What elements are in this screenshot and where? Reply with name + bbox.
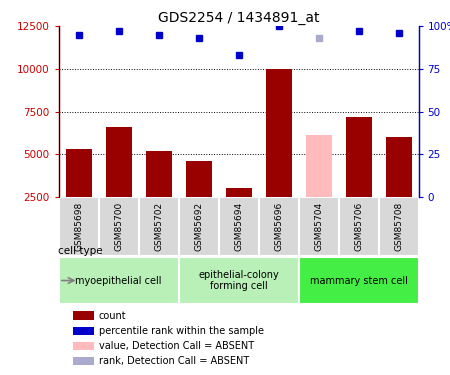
- Bar: [266, 69, 292, 197]
- Bar: [346, 117, 372, 197]
- Text: GSM85706: GSM85706: [354, 202, 363, 251]
- Bar: [139, 197, 179, 256]
- Text: GSM85702: GSM85702: [154, 202, 163, 251]
- Text: epithelial-colony
forming cell: epithelial-colony forming cell: [198, 270, 279, 291]
- Bar: [338, 197, 378, 256]
- Bar: [58, 197, 99, 256]
- Bar: [258, 197, 298, 256]
- Bar: [179, 257, 298, 304]
- Text: GSM85708: GSM85708: [394, 202, 403, 251]
- Text: mammary stem cell: mammary stem cell: [310, 276, 407, 285]
- Bar: [99, 197, 139, 256]
- Text: GSM85696: GSM85696: [274, 202, 283, 251]
- Bar: [298, 257, 418, 304]
- Text: cell type: cell type: [58, 246, 102, 255]
- Bar: [298, 197, 338, 256]
- Bar: [73, 357, 94, 365]
- Text: GSM85704: GSM85704: [314, 202, 323, 251]
- Text: value, Detection Call = ABSENT: value, Detection Call = ABSENT: [99, 341, 254, 351]
- Text: GSM85692: GSM85692: [194, 202, 203, 251]
- Title: GDS2254 / 1434891_at: GDS2254 / 1434891_at: [158, 11, 319, 25]
- Text: GSM85698: GSM85698: [74, 202, 83, 251]
- Bar: [386, 137, 411, 197]
- Bar: [66, 149, 91, 197]
- Bar: [58, 257, 179, 304]
- Bar: [73, 342, 94, 350]
- Text: myoepithelial cell: myoepithelial cell: [75, 276, 162, 285]
- Text: rank, Detection Call = ABSENT: rank, Detection Call = ABSENT: [99, 356, 249, 366]
- Bar: [185, 161, 211, 197]
- Bar: [306, 135, 332, 197]
- Text: GSM85694: GSM85694: [234, 202, 243, 251]
- Bar: [145, 151, 171, 197]
- Text: count: count: [99, 310, 126, 321]
- Text: percentile rank within the sample: percentile rank within the sample: [99, 326, 264, 336]
- Text: GSM85700: GSM85700: [114, 202, 123, 251]
- Bar: [378, 197, 418, 256]
- Bar: [219, 197, 258, 256]
- Bar: [73, 311, 94, 320]
- Bar: [73, 327, 94, 335]
- Bar: [105, 127, 131, 197]
- Bar: [225, 188, 252, 197]
- Bar: [179, 197, 219, 256]
